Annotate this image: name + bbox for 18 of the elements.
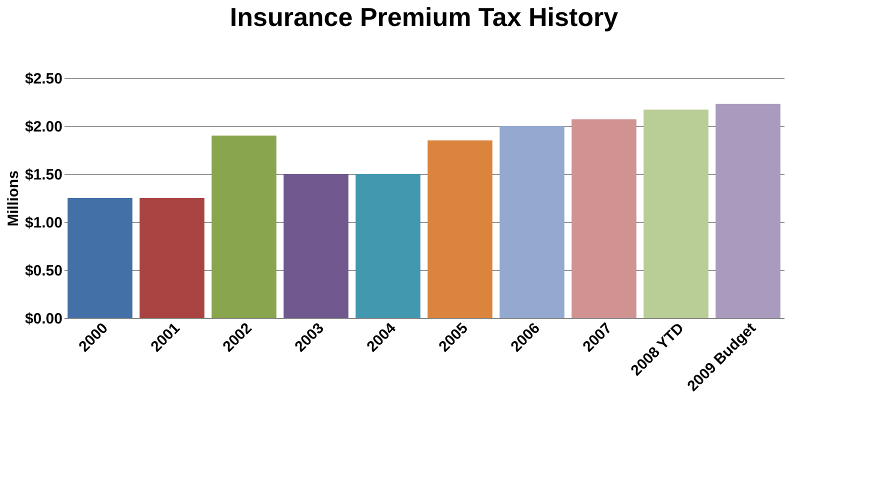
bar — [572, 119, 636, 318]
bar — [500, 126, 564, 318]
y-tick-label: $2.00 — [24, 118, 62, 136]
bar — [428, 140, 492, 318]
bar — [140, 198, 204, 318]
bar — [644, 110, 708, 318]
y-tick-label: $1.50 — [24, 166, 62, 184]
y-tick-label: $0.50 — [24, 262, 62, 280]
y-tick-label: $1.00 — [24, 214, 62, 232]
bar — [356, 174, 420, 318]
bar — [212, 136, 276, 318]
bar — [68, 198, 132, 318]
y-tick-label: $0.00 — [24, 310, 62, 328]
chart-title: Insurance Premium Tax History — [230, 2, 619, 32]
y-axis-title: Millions — [4, 170, 22, 226]
bar — [716, 104, 780, 318]
y-tick-label: $2.50 — [24, 70, 62, 88]
bar — [284, 174, 348, 318]
